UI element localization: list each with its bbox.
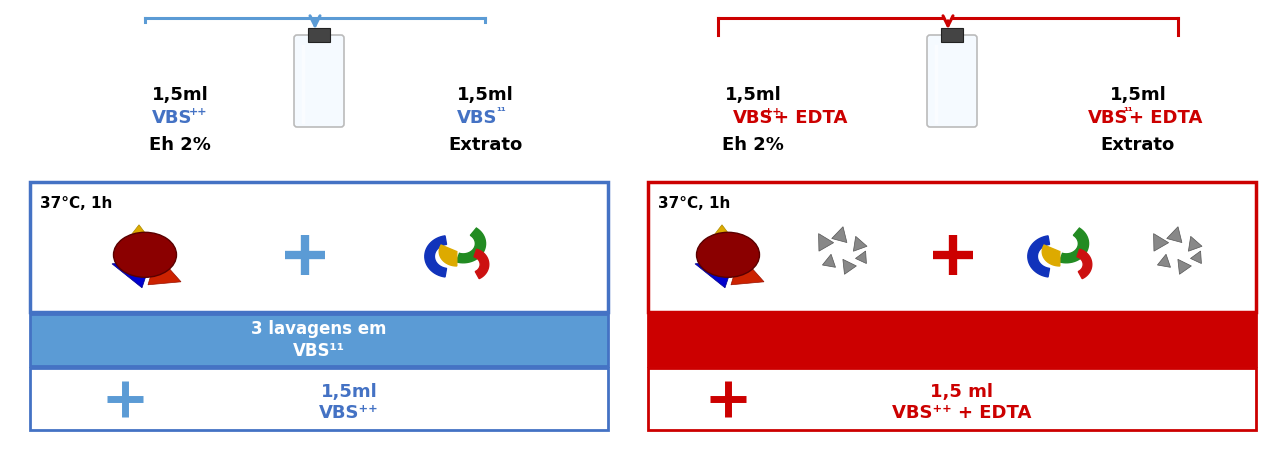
Text: + EDTA: + EDTA xyxy=(1129,109,1202,127)
FancyBboxPatch shape xyxy=(294,35,345,127)
Text: VBS: VBS xyxy=(732,109,773,127)
Polygon shape xyxy=(1077,249,1092,278)
Polygon shape xyxy=(1178,259,1191,274)
Text: ¹¹: ¹¹ xyxy=(497,107,506,117)
Polygon shape xyxy=(1188,236,1202,251)
Text: + EDTA: + EDTA xyxy=(774,109,848,127)
Polygon shape xyxy=(1043,245,1059,266)
Polygon shape xyxy=(843,259,856,274)
Bar xyxy=(308,28,331,42)
Bar xyxy=(647,314,1256,366)
Polygon shape xyxy=(148,255,181,285)
Text: VBS⁺⁺ + EDTA: VBS⁺⁺ + EDTA xyxy=(892,404,1031,421)
Text: VBS: VBS xyxy=(1088,109,1128,127)
Text: Eh 2%: Eh 2% xyxy=(722,136,784,154)
FancyBboxPatch shape xyxy=(927,35,977,127)
Bar xyxy=(647,368,1256,430)
Polygon shape xyxy=(854,236,867,251)
Text: Extrato: Extrato xyxy=(1101,136,1175,154)
Polygon shape xyxy=(731,255,764,285)
Polygon shape xyxy=(456,228,485,263)
Polygon shape xyxy=(855,251,867,263)
Text: 1,5ml: 1,5ml xyxy=(725,86,782,104)
Polygon shape xyxy=(696,261,734,288)
Polygon shape xyxy=(1153,234,1168,251)
Ellipse shape xyxy=(697,232,759,278)
Polygon shape xyxy=(1059,228,1088,263)
Ellipse shape xyxy=(114,232,176,278)
Bar xyxy=(30,182,608,312)
Polygon shape xyxy=(1191,251,1201,263)
Text: Eh 2%: Eh 2% xyxy=(150,136,210,154)
Polygon shape xyxy=(701,225,740,252)
Text: 1,5ml: 1,5ml xyxy=(321,383,378,401)
Text: 37°C, 1h: 37°C, 1h xyxy=(41,196,113,211)
Text: 3 lavagens em
VBS¹¹: 3 lavagens em VBS¹¹ xyxy=(251,320,386,360)
Text: ¹¹: ¹¹ xyxy=(1123,107,1133,117)
Text: 37°C, 1h: 37°C, 1h xyxy=(658,196,730,211)
Text: VBS: VBS xyxy=(456,109,497,127)
Polygon shape xyxy=(111,261,151,288)
Text: 1,5ml: 1,5ml xyxy=(456,86,513,104)
Text: 1,5ml: 1,5ml xyxy=(1110,86,1167,104)
Polygon shape xyxy=(1158,254,1171,267)
Polygon shape xyxy=(474,249,489,278)
Polygon shape xyxy=(831,227,846,243)
Text: ++: ++ xyxy=(764,107,782,117)
Text: Extrato: Extrato xyxy=(447,136,522,154)
Polygon shape xyxy=(118,225,157,252)
Bar xyxy=(30,314,608,366)
Polygon shape xyxy=(440,245,457,266)
Text: VBS⁺⁺: VBS⁺⁺ xyxy=(319,404,379,421)
Text: 1,5 ml: 1,5 ml xyxy=(930,383,993,401)
Polygon shape xyxy=(424,236,446,277)
Bar xyxy=(940,28,963,42)
Polygon shape xyxy=(822,254,835,267)
Polygon shape xyxy=(818,234,834,251)
Polygon shape xyxy=(1167,227,1182,243)
Text: VBS: VBS xyxy=(152,109,193,127)
Polygon shape xyxy=(1028,236,1049,277)
Bar xyxy=(647,182,1256,312)
Text: 1,5ml: 1,5ml xyxy=(152,86,208,104)
Text: ++: ++ xyxy=(189,107,208,117)
Bar xyxy=(30,368,608,430)
